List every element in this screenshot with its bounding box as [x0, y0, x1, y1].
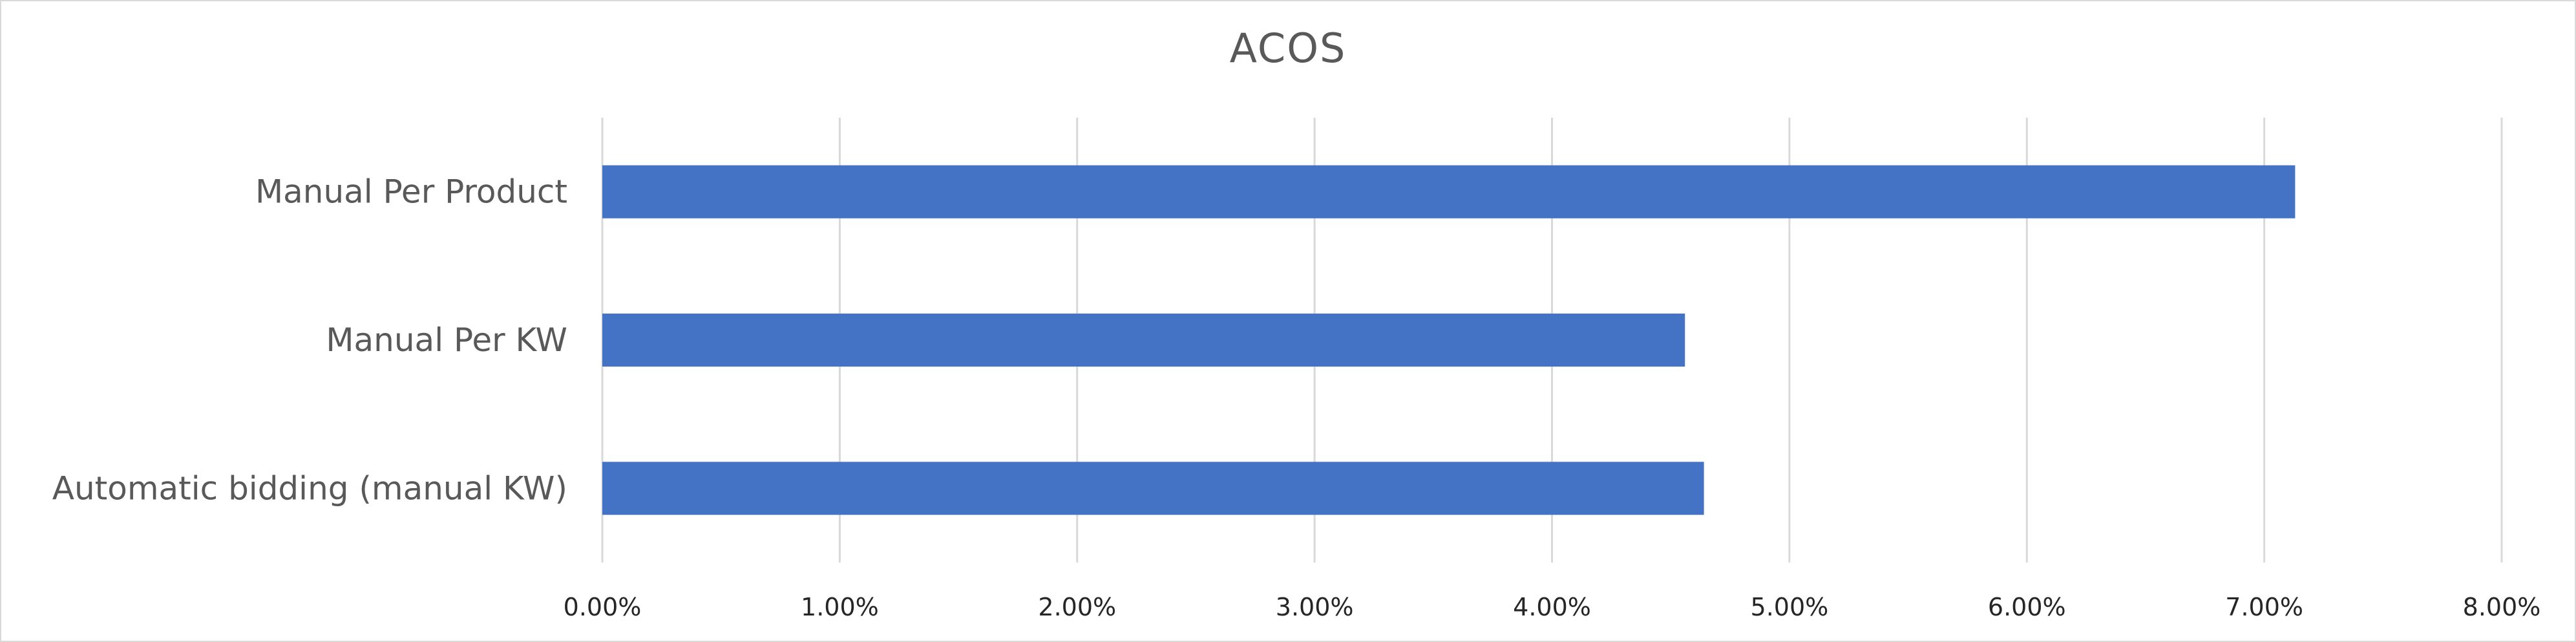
x-tick-label: 3.00% — [1276, 593, 1354, 621]
x-tick-label: 8.00% — [2463, 593, 2541, 621]
x-tick-label: 0.00% — [564, 593, 642, 621]
category-label: Manual Per KW — [326, 321, 567, 359]
category-label: Automatic bidding (manual KW) — [52, 469, 567, 507]
x-tick-label: 7.00% — [2225, 593, 2303, 621]
x-tick-label: 1.00% — [801, 593, 879, 621]
x-tick-label: 6.00% — [1988, 593, 2066, 621]
x-tick-label: 2.00% — [1038, 593, 1116, 621]
chart-title: ACOS — [1229, 25, 1347, 72]
x-tick-label: 4.00% — [1513, 593, 1591, 621]
bars — [602, 165, 2296, 515]
bar — [602, 462, 1704, 515]
x-tick-label: 5.00% — [1751, 593, 1829, 621]
bar — [602, 314, 1685, 367]
category-label: Manual Per Product — [255, 173, 567, 211]
bar — [602, 165, 2296, 219]
x-tick-labels: 0.00% 1.00% 2.00% 3.00% 4.00% 5.00% 6.00% 7.00%… — [564, 593, 2541, 621]
category-labels: Manual Per Product Manual Per KW Automatic… — [52, 173, 567, 508]
